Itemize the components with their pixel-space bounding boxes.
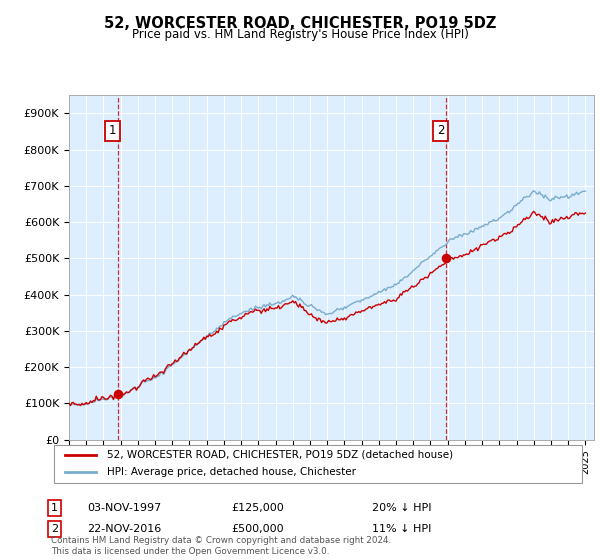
Text: 2: 2 [437, 124, 444, 137]
Point [113, 390, 122, 399]
Point [441, 254, 451, 263]
Text: 1: 1 [51, 503, 58, 513]
Text: 03-NOV-1997: 03-NOV-1997 [87, 503, 161, 513]
Text: Contains HM Land Registry data © Crown copyright and database right 2024.
This d: Contains HM Land Registry data © Crown c… [51, 536, 391, 556]
Text: 1: 1 [109, 124, 116, 137]
Text: 11% ↓ HPI: 11% ↓ HPI [372, 524, 431, 534]
Text: 52, WORCESTER ROAD, CHICHESTER, PO19 5DZ: 52, WORCESTER ROAD, CHICHESTER, PO19 5DZ [104, 16, 496, 31]
Text: 22-NOV-2016: 22-NOV-2016 [87, 524, 161, 534]
Text: HPI: Average price, detached house, Chichester: HPI: Average price, detached house, Chic… [107, 468, 356, 478]
Text: 2: 2 [51, 524, 58, 534]
FancyBboxPatch shape [54, 445, 582, 483]
Text: 52, WORCESTER ROAD, CHICHESTER, PO19 5DZ (detached house): 52, WORCESTER ROAD, CHICHESTER, PO19 5DZ… [107, 450, 453, 460]
Text: £500,000: £500,000 [231, 524, 284, 534]
Text: Price paid vs. HM Land Registry's House Price Index (HPI): Price paid vs. HM Land Registry's House … [131, 28, 469, 41]
Text: 20% ↓ HPI: 20% ↓ HPI [372, 503, 431, 513]
Text: £125,000: £125,000 [231, 503, 284, 513]
